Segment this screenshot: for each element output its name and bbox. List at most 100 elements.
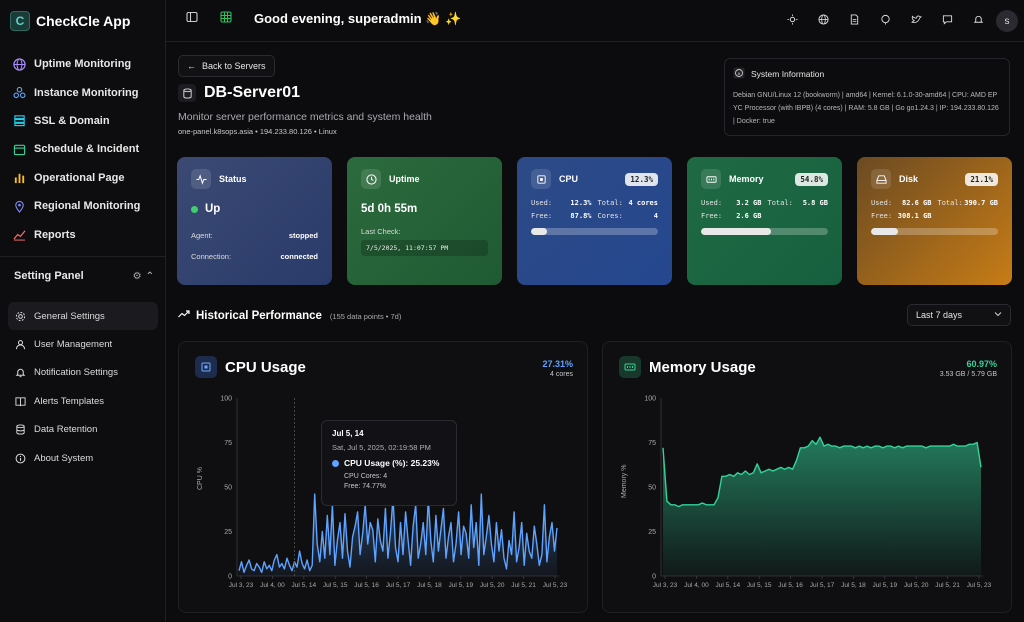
tooltip-value: CPU Usage (%): 25.23% (344, 458, 440, 468)
disk-progress-fill (871, 228, 898, 235)
brand[interactable]: C CheckCle App (10, 8, 130, 34)
historical-title: Historical Performance (196, 310, 322, 322)
memory-badge: 54.8% (795, 172, 828, 186)
disk-free-label: Free: (871, 212, 893, 220)
disk-total-label: Total: (937, 199, 963, 207)
connection-value: connected (280, 252, 318, 261)
trending-up-icon (178, 307, 190, 325)
system-information-panel: System Information Debian GNU/Linux 12 (… (724, 58, 1010, 136)
twitter-button[interactable] (903, 8, 929, 34)
cpu-total-label: Total: (597, 199, 623, 207)
settings-item-about[interactable]: About System (8, 444, 158, 472)
cpu-chart-cores: 4 cores (550, 371, 573, 378)
x-tick-label: Jul 5, 16 (354, 582, 379, 589)
disk-badge: 21.1% (965, 172, 998, 186)
disk-free: 308.1 GB (897, 212, 932, 220)
chart-tooltip: Jul 5, 14 Sat, Jul 5, 2025, 02:19:58 PM … (321, 420, 457, 506)
y-tick-label: 50 (648, 485, 656, 492)
nav-item-uptime-monitoring[interactable]: Uptime Monitoring (8, 50, 158, 78)
x-tick-label: Jul 5, 20 (480, 582, 505, 589)
disk-used-label: Used: (871, 199, 893, 207)
tooltip-title: Jul 5, 14 (332, 429, 364, 438)
x-tick-label: Jul 5, 19 (873, 582, 898, 589)
notifications-button[interactable] (965, 8, 991, 34)
x-tick-label: Jul 5, 17 (386, 582, 411, 589)
memory-card-title: Memory (729, 174, 764, 184)
memory-card: Memory 54.8% Used: 3.2 GB Total: 5.8 GB Fr… (687, 157, 842, 285)
cpu-free-label: Free: (531, 212, 553, 220)
memory-chart-usage: 3.53 GB / 5.79 GB (939, 371, 997, 378)
feedback-button[interactable] (934, 8, 960, 34)
chevron-down-icon (994, 310, 1002, 320)
last-check-label: Last Check: (361, 227, 401, 236)
gear-icon (14, 310, 26, 322)
memory-progress-bar (701, 228, 828, 235)
agent-label: Agent: (191, 231, 213, 240)
activity-icon (191, 169, 211, 189)
nav-item-instance-monitoring[interactable]: Instance Monitoring (8, 78, 158, 106)
uptime-value: 5d 0h 55m (361, 203, 418, 215)
setting-panel-header[interactable]: Setting Panel ⚙ ⌃ (14, 270, 154, 282)
memory-chart-percent: 60.97% (966, 359, 997, 369)
sidebar-toggle-icon[interactable] (186, 10, 198, 28)
nav-item-reports[interactable]: Reports (8, 220, 158, 248)
uptime-card-title: Uptime (389, 174, 420, 184)
cpu-used-label: Used: (531, 199, 553, 207)
back-to-servers-button[interactable]: ← Back to Servers (178, 55, 275, 77)
settings-item-alerts-templates[interactable]: Alerts Templates (8, 387, 158, 415)
database-icon (14, 424, 26, 436)
tooltip-series-dot (332, 459, 339, 467)
status-dot (191, 205, 198, 213)
settings-item-data-retention[interactable]: Data Retention (8, 416, 158, 444)
cpu-total: 4 cores (628, 199, 658, 207)
setting-panel-title: Setting Panel (14, 270, 84, 282)
settings-item-general[interactable]: General Settings (8, 302, 158, 331)
docs-button[interactable] (841, 8, 867, 34)
system-information-title: System Information (751, 69, 825, 79)
main-content: ← Back to Servers DB-Server01 Monitor se… (166, 42, 1024, 622)
language-button[interactable] (810, 8, 836, 34)
github-button[interactable] (872, 8, 898, 34)
y-tick-label: 100 (644, 396, 656, 403)
disk-card-title: Disk (899, 174, 919, 184)
avatar[interactable]: s (996, 10, 1018, 32)
disk-used: 82.6 GB (901, 199, 932, 207)
time-range-select[interactable]: Last 7 days (907, 304, 1011, 326)
info-icon (733, 67, 745, 81)
cpu-badge: 12.3% (625, 172, 658, 186)
memory-used-label: Used: (701, 199, 723, 207)
connection-label: Connection: (191, 252, 232, 261)
settings-item-user-management[interactable]: User Management (8, 330, 158, 358)
memory-usage-chart[interactable]: 0 25 50 75 100 Jul 3, 23 Jul 4, 00 Jul 5, 14 Jul… (603, 342, 1013, 614)
gear-icon: ⚙ (132, 270, 142, 282)
series-area (239, 494, 557, 576)
x-tick-label: Jul 4, 00 (684, 582, 709, 589)
x-tick-label: Jul 5, 14 (292, 582, 317, 589)
settings-item-notification[interactable]: Notification Settings (8, 359, 158, 387)
nav-item-operational-page[interactable]: Operational Page (8, 164, 158, 192)
cpu-used: 12.3% (570, 199, 592, 207)
nav-item-regional-monitoring[interactable]: Regional Monitoring (8, 192, 158, 220)
series-area (663, 437, 981, 576)
topbar: Good evening, superadmin 👋 ✨ s (166, 0, 1024, 42)
cpu-icon (195, 356, 217, 378)
nav-item-label: SSL & Domain (34, 114, 110, 127)
grid-icon[interactable] (220, 10, 232, 28)
cpu-progress-fill (531, 228, 547, 235)
status-card: Status Up Agent: stopped Connection: conne… (177, 157, 332, 285)
calendar-icon (12, 142, 26, 156)
nav-item-label: Schedule & Incident (34, 143, 140, 156)
nav-item-schedule-incident[interactable]: Schedule & Incident (8, 135, 158, 163)
status-card-title: Status (219, 174, 247, 184)
cpu-card-title: CPU (559, 174, 579, 184)
nav-item-ssl-domain[interactable]: SSL & Domain (8, 107, 158, 135)
main-nav: Uptime Monitoring Instance Monitoring SS… (8, 50, 158, 249)
theme-toggle-button[interactable] (779, 8, 805, 34)
settings-nav: General Settings User Management Notific… (8, 302, 158, 472)
memory-total: 5.8 GB (802, 199, 828, 207)
x-tick-label: Jul 5, 23 (543, 582, 568, 589)
tooltip-free: Free: 74.77% (344, 483, 387, 490)
settings-item-label: User Management (34, 339, 113, 351)
